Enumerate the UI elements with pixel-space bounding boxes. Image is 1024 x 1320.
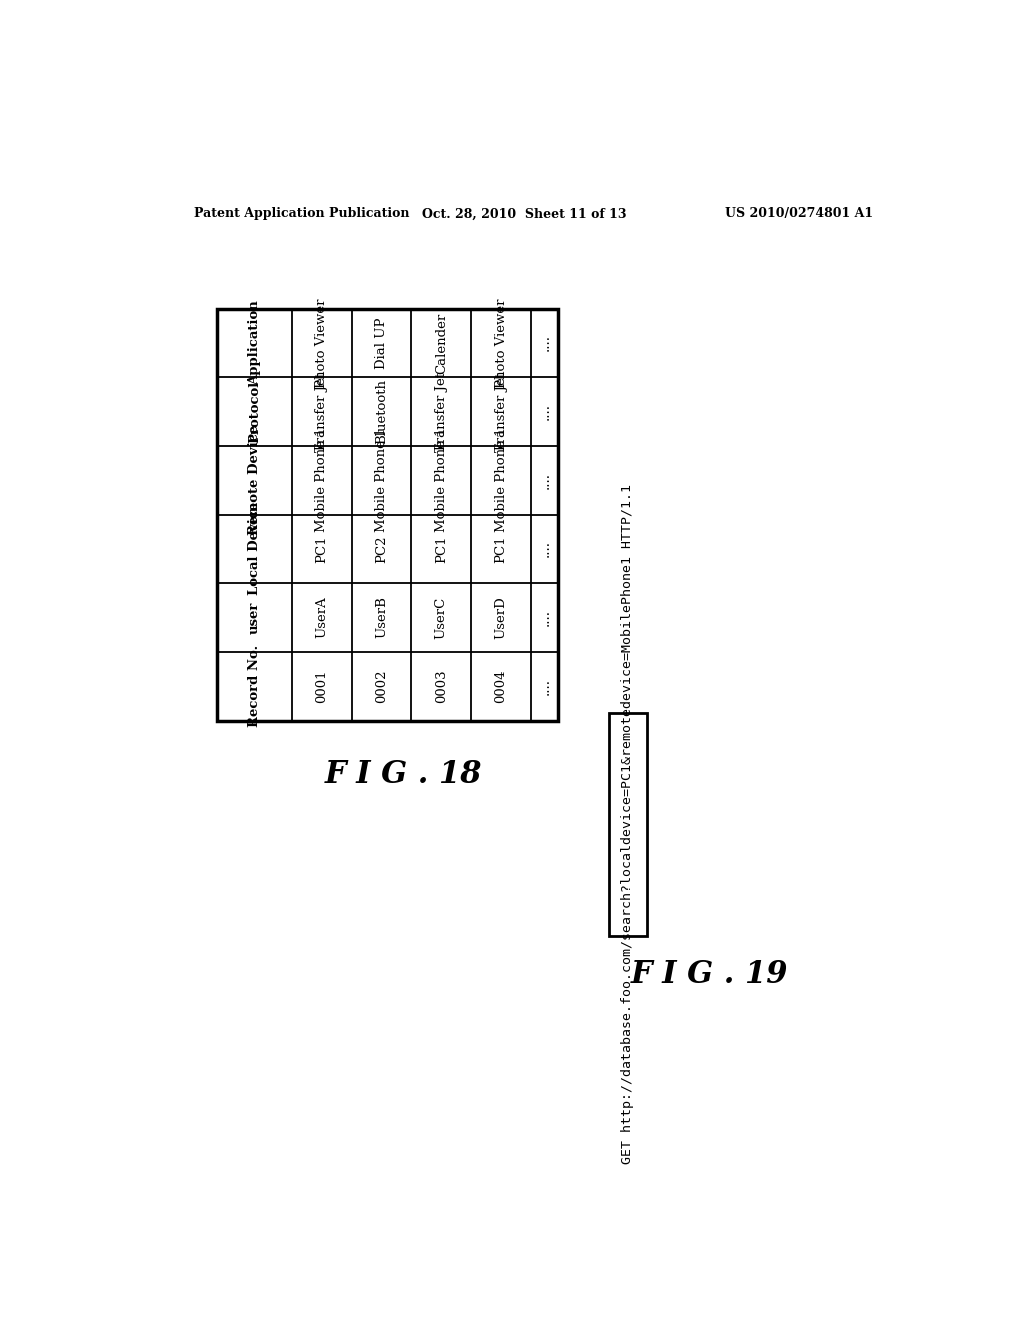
Text: US 2010/0274801 A1: US 2010/0274801 A1 [725, 207, 872, 220]
Text: Record No.: Record No. [248, 645, 261, 727]
Text: 0002: 0002 [375, 669, 388, 704]
Bar [608, 713, 647, 936]
Bar [217, 309, 558, 721]
Text: Dial UP: Dial UP [375, 317, 388, 368]
Text: Local Device: Local Device [248, 502, 261, 595]
Text: GET http://database.foo.com/search?localdevice=PC1&remotedevice=MobilePhone1 HTT: GET http://database.foo.com/search?local… [622, 484, 635, 1164]
Text: PC1: PC1 [315, 535, 329, 562]
Text: Application: Application [248, 301, 261, 385]
Text: PC2: PC2 [375, 535, 388, 562]
Text: UserB: UserB [375, 597, 388, 639]
Text: Mobile Phone 1: Mobile Phone 1 [375, 428, 388, 532]
Text: ....: .... [538, 403, 552, 420]
Text: Oct. 28, 2010  Sheet 11 of 13: Oct. 28, 2010 Sheet 11 of 13 [423, 207, 627, 220]
Text: Photo Viewer: Photo Viewer [495, 298, 508, 388]
Text: Calender: Calender [435, 313, 447, 374]
Text: PC1: PC1 [435, 535, 447, 562]
Text: Transfer Jet: Transfer Jet [315, 371, 329, 451]
Text: Mobile Phone 1: Mobile Phone 1 [315, 428, 329, 532]
Text: 0003: 0003 [435, 669, 447, 704]
Text: ....: .... [538, 609, 552, 626]
Text: ....: .... [538, 334, 552, 351]
Text: user: user [248, 602, 261, 634]
Text: Mobile Phone 1: Mobile Phone 1 [495, 428, 508, 532]
Text: UserD: UserD [495, 597, 508, 639]
Text: UserC: UserC [435, 597, 447, 639]
Text: Mobile Phone 1: Mobile Phone 1 [435, 428, 447, 532]
Text: Bluetooth: Bluetooth [375, 379, 388, 444]
Text: ....: .... [538, 471, 552, 488]
Text: ....: .... [538, 540, 552, 557]
Text: PC1: PC1 [495, 535, 508, 562]
Text: 0004: 0004 [495, 669, 508, 704]
Text: UserA: UserA [315, 597, 329, 639]
Text: Transfer Jet: Transfer Jet [435, 371, 447, 451]
Text: 0001: 0001 [315, 669, 329, 704]
Text: Patent Application Publication: Patent Application Publication [194, 207, 410, 220]
Text: F I G . 18: F I G . 18 [325, 759, 482, 789]
Text: Transfer Jet: Transfer Jet [495, 371, 508, 451]
Text: F I G . 19: F I G . 19 [631, 960, 788, 990]
Text: Remote Device: Remote Device [248, 425, 261, 535]
Text: Protocol: Protocol [248, 380, 261, 442]
Text: ....: .... [538, 677, 552, 694]
Text: Photo Viewer: Photo Viewer [315, 298, 329, 388]
